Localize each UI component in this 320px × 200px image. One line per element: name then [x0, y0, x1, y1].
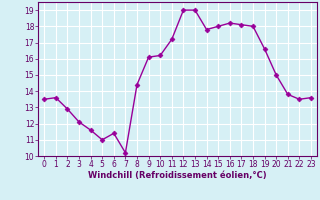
X-axis label: Windchill (Refroidissement éolien,°C): Windchill (Refroidissement éolien,°C) [88, 171, 267, 180]
